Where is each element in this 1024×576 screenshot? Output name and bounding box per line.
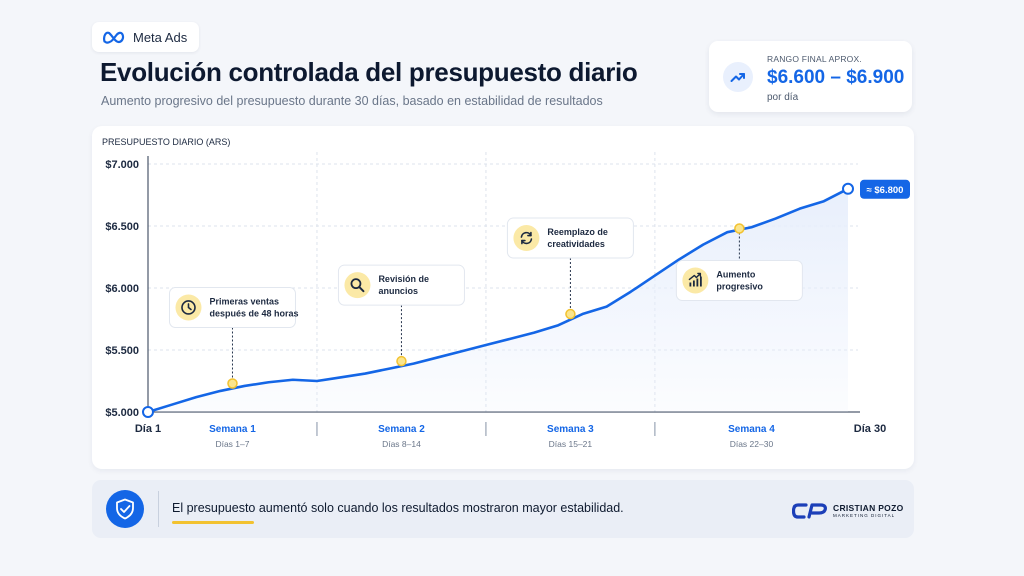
growth-bars bbox=[689, 276, 702, 287]
y-axis-title: PRESUPUESTO DIARIO (ARS) bbox=[102, 137, 230, 147]
week-days-label: Días 1–7 bbox=[215, 439, 249, 449]
week-label: Semana 1 bbox=[209, 424, 256, 435]
y-tick-label: $6.500 bbox=[105, 221, 139, 233]
footer-divider bbox=[158, 491, 159, 527]
annotation-text: progresivo bbox=[716, 281, 763, 291]
annotation-icon-bg bbox=[513, 225, 540, 252]
y-tick-label: $5.500 bbox=[105, 345, 139, 357]
milestone-point bbox=[227, 378, 238, 389]
badge-label: Meta Ads bbox=[133, 29, 188, 45]
brand-name: CRISTIAN POZO bbox=[833, 502, 904, 513]
series-line bbox=[146, 187, 850, 414]
end-point bbox=[842, 182, 854, 195]
y-tick-label: $5.000 bbox=[105, 407, 139, 419]
y-tick-label: $6.000 bbox=[105, 283, 139, 295]
annotation-icon-bg bbox=[682, 267, 709, 294]
annotation-box bbox=[168, 286, 296, 328]
clock-icon bbox=[181, 300, 196, 315]
end-label: ≈ $6.800 bbox=[867, 185, 904, 196]
brand-subtitle: MARKETING DIGITAL bbox=[833, 512, 896, 518]
annotation-text: Revisión de bbox=[378, 274, 429, 284]
range-unit: por día bbox=[767, 92, 799, 103]
annotation-text: creatividades bbox=[547, 239, 605, 249]
start-point bbox=[142, 406, 154, 418]
milestone-point bbox=[396, 355, 407, 367]
end-label-box bbox=[860, 179, 910, 199]
annotation-box bbox=[506, 217, 634, 259]
chart-card: PRESUPUESTO DIARIO (ARS) $5.000 $5.500 $6.0… bbox=[92, 126, 914, 469]
refresh-arrows bbox=[521, 231, 532, 245]
x-end-label: Día 30 bbox=[854, 423, 886, 435]
annotation-text: anuncios bbox=[378, 286, 418, 296]
search-lens bbox=[350, 278, 362, 290]
y-tick-label: $7.000 bbox=[105, 159, 139, 171]
cp-logo bbox=[792, 503, 827, 519]
week-label: Semana 2 bbox=[378, 424, 425, 435]
annotation-text: después de 48 horas bbox=[209, 308, 298, 318]
search-icon bbox=[350, 278, 365, 293]
week-days-label: Días 15–21 bbox=[549, 439, 593, 449]
shield-check-icon bbox=[106, 490, 144, 528]
growth-chart-icon bbox=[688, 272, 702, 287]
footer-underline bbox=[172, 521, 254, 524]
clock-hands bbox=[187, 303, 192, 311]
annotation-text: Reemplazo de bbox=[547, 227, 608, 237]
meta-logo-icon bbox=[103, 31, 125, 44]
page-subtitle: Aumento progresivo del presupuesto duran… bbox=[101, 94, 603, 108]
footer-message: El presupuesto aumentó solo cuando los r… bbox=[172, 501, 624, 515]
milestone-point bbox=[565, 308, 576, 320]
range-label: RANGO FINAL APROX. bbox=[767, 54, 862, 64]
week-label: Semana 4 bbox=[728, 424, 775, 435]
area-fill bbox=[148, 188, 848, 412]
page-title: Evolución controlada del presupuesto dia… bbox=[100, 57, 638, 87]
x-start-label: Día 1 bbox=[135, 423, 161, 435]
annotation-text: Primeras ventas bbox=[209, 296, 279, 306]
milestone-point bbox=[734, 223, 745, 234]
annotation-box bbox=[675, 259, 803, 301]
search-handle bbox=[358, 286, 365, 293]
range-value: $6.600 – $6.900 bbox=[767, 67, 905, 88]
trend-up-icon bbox=[723, 62, 753, 92]
clock-face bbox=[181, 300, 196, 315]
annotation-icon-bg bbox=[344, 272, 371, 299]
footer-banner: El presupuesto aumentó solo cuando los r… bbox=[92, 480, 914, 538]
refresh-icon bbox=[520, 231, 533, 245]
final-range-card: RANGO FINAL APROX. $6.600 – $6.900 por d… bbox=[709, 41, 912, 112]
growth-arrow bbox=[688, 272, 702, 281]
annotation-box bbox=[337, 264, 465, 306]
meta-ads-badge: Meta Ads bbox=[92, 22, 200, 52]
budget-line-chart: PRESUPUESTO DIARIO (ARS) $5.000 $5.500 $6.0… bbox=[102, 137, 910, 449]
annotation-text: Aumento bbox=[716, 269, 755, 279]
week-label: Semana 3 bbox=[547, 424, 594, 435]
week-days-label: Días 8–14 bbox=[382, 439, 421, 449]
week-days-label: Días 22–30 bbox=[730, 439, 774, 449]
brand-logo: CRISTIAN POZO MARKETING DIGITAL bbox=[792, 502, 904, 520]
